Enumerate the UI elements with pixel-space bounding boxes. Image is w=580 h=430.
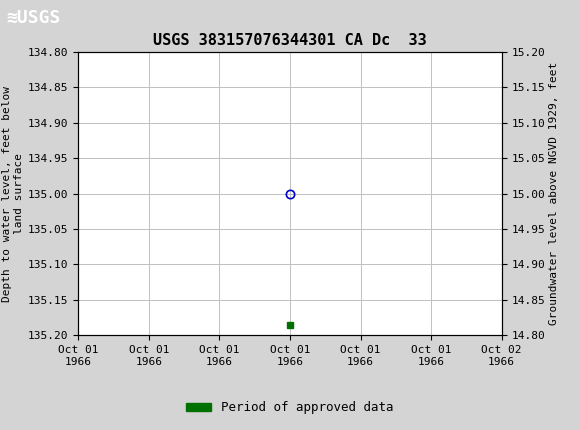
Y-axis label: Groundwater level above NGVD 1929, feet: Groundwater level above NGVD 1929, feet [549, 62, 559, 325]
Legend: Period of approved data: Period of approved data [181, 396, 399, 419]
Text: ≋USGS: ≋USGS [6, 9, 60, 27]
Text: USGS 383157076344301 CA Dc  33: USGS 383157076344301 CA Dc 33 [153, 34, 427, 48]
Y-axis label: Depth to water level, feet below
land surface: Depth to water level, feet below land su… [2, 86, 24, 301]
